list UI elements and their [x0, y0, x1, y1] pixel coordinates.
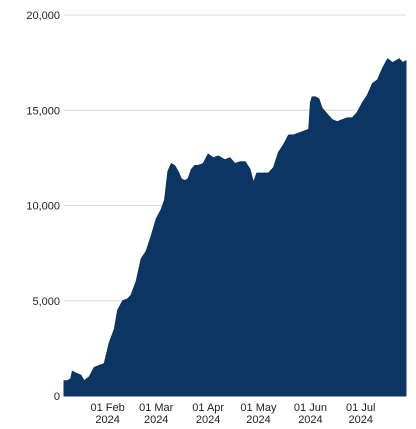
y-tick-label: 5,000 — [32, 296, 60, 308]
x-tick-label: 01 Jul — [346, 402, 375, 414]
x-tick-label: 01 Jun — [294, 402, 327, 414]
y-tick-label: 20,000 — [26, 10, 60, 22]
x-tick-year-label: 2024 — [144, 414, 168, 426]
x-tick-year-label: 2024 — [348, 414, 372, 426]
x-tick-year-label: 2024 — [196, 414, 220, 426]
x-tick-year-label: 2024 — [246, 414, 270, 426]
x-tick-label: 01 Mar — [139, 402, 174, 414]
y-tick-label: 15,000 — [26, 105, 60, 117]
x-tick-year-label: 2024 — [298, 414, 322, 426]
area-fill — [63, 58, 407, 397]
y-axis: 0 5,000 10,000 15,000 20,000 — [26, 10, 60, 403]
x-tick-label: 01 Feb — [90, 402, 124, 414]
y-tick-label: 0 — [54, 391, 60, 403]
x-tick-label: 01 Apr — [192, 402, 224, 414]
x-tick-year-label: 2024 — [95, 414, 119, 426]
area-series — [63, 58, 407, 397]
y-tick-label: 10,000 — [26, 201, 60, 213]
x-tick-label: 01 May — [240, 402, 277, 414]
